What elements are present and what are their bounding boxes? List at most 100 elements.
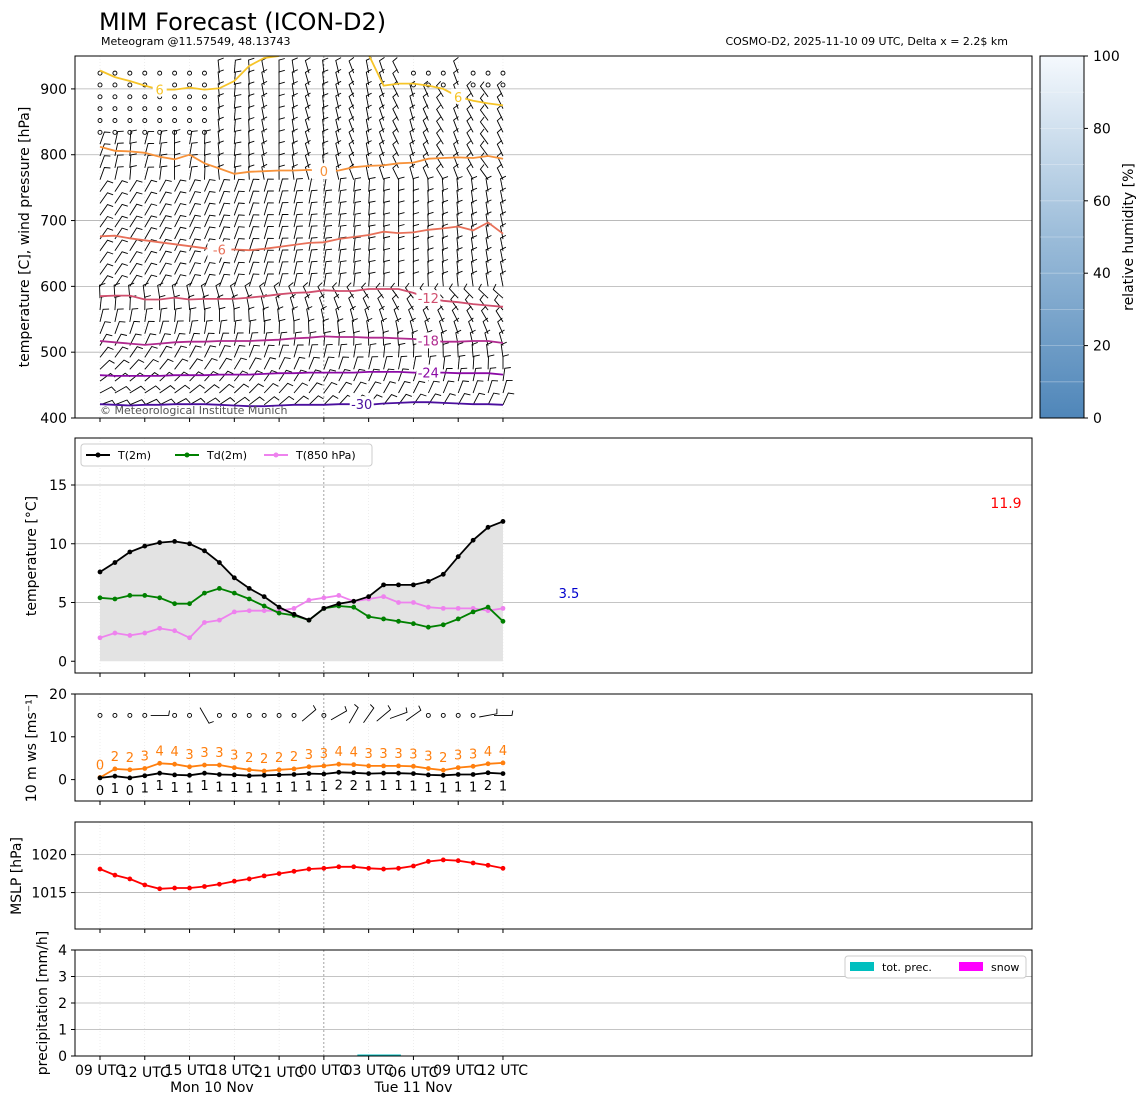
mean-wind-value-label: 1 xyxy=(275,781,283,796)
t850-point xyxy=(187,635,192,641)
wind-barb-calm xyxy=(216,712,222,718)
t2m-point xyxy=(336,601,342,607)
gust-point xyxy=(411,763,416,769)
wind-barb xyxy=(99,215,114,228)
colorbar-tick-label: 0 xyxy=(1093,411,1102,427)
wind-barb xyxy=(383,200,391,216)
gust-value-label: 4 xyxy=(499,744,507,759)
wind-barb xyxy=(470,270,478,287)
wind-barb xyxy=(353,272,362,287)
mslp-ytick-label: 1015 xyxy=(31,886,67,902)
wind-barb xyxy=(129,346,144,358)
wind-barb xyxy=(422,116,429,133)
x-tick-label: 09 UTC xyxy=(75,1063,125,1079)
wind-barb xyxy=(233,261,245,275)
wind-barb xyxy=(114,295,122,311)
t2m-point xyxy=(455,554,461,560)
mslp-point xyxy=(231,878,237,884)
mslp-line xyxy=(99,858,504,890)
mslp-point xyxy=(411,863,416,869)
wind-barb xyxy=(278,58,285,74)
wind-barb xyxy=(248,226,260,240)
mean-wind-point xyxy=(366,771,372,777)
wind-barb xyxy=(308,213,318,228)
wind-barb xyxy=(293,237,303,251)
mean-wind-value-label: 1 xyxy=(230,781,238,796)
mslp-point xyxy=(470,860,476,866)
wind-barb xyxy=(233,153,242,168)
wind-barb xyxy=(335,92,342,109)
wind-barb-calm xyxy=(500,70,506,76)
wind-barb xyxy=(144,166,155,180)
wind-barb xyxy=(466,163,474,180)
wind-barb xyxy=(217,93,224,109)
wind-barb xyxy=(233,319,242,334)
gust-point xyxy=(276,767,282,773)
wind-barb xyxy=(499,211,507,228)
wind-barb xyxy=(217,69,224,86)
wind-barb xyxy=(278,249,289,263)
wind-barb xyxy=(233,306,240,322)
x-tick-label: 00 UTC xyxy=(299,1063,349,1079)
wind-barb-calm xyxy=(500,82,506,88)
wind-barb xyxy=(278,395,295,406)
wind-barb xyxy=(248,190,260,204)
wind-barb xyxy=(293,369,307,382)
gust-value-label: 3 xyxy=(200,746,208,761)
wind-barb xyxy=(200,282,207,299)
t2m-point xyxy=(425,578,431,584)
wind-barb xyxy=(248,332,259,346)
wind-barb xyxy=(368,212,376,228)
wind-barb xyxy=(99,386,116,394)
wind-barb xyxy=(436,104,444,121)
wind-barb xyxy=(144,345,158,358)
wind-barb xyxy=(304,116,311,133)
td2m-point xyxy=(172,601,178,607)
gust-value-label: 3 xyxy=(230,749,238,764)
mean-wind-value-label: 1 xyxy=(215,780,223,795)
wind-barb xyxy=(189,397,206,406)
wind-barb xyxy=(159,398,176,406)
date-label: Mon 10 Nov xyxy=(170,1080,254,1096)
wind-barb xyxy=(383,212,391,228)
t2m-point xyxy=(306,617,312,623)
wind-barb-calm xyxy=(112,106,118,112)
wind-barb xyxy=(304,104,311,121)
wind-barb xyxy=(502,392,515,405)
wind-barb xyxy=(380,317,387,334)
gust-value-label: 2 xyxy=(439,751,447,766)
gust-value-label: 3 xyxy=(365,747,373,762)
wind-barb xyxy=(204,357,218,370)
wind-barb-calm xyxy=(127,129,133,135)
wind-barb xyxy=(392,128,399,145)
wind-barb xyxy=(114,130,124,145)
wind-barb xyxy=(278,382,294,394)
wind-barb-calm xyxy=(202,94,207,100)
wind-barb xyxy=(323,213,333,228)
t850-point xyxy=(231,609,237,615)
t2m-point xyxy=(440,571,446,577)
wind-barb xyxy=(129,165,137,180)
wind-barb xyxy=(159,191,172,204)
t850-point xyxy=(202,620,207,625)
mslp-point xyxy=(261,873,267,879)
gust-value-label: 2 xyxy=(111,750,119,765)
wind-barb-calm xyxy=(440,712,446,718)
wind-barb-calm xyxy=(112,129,118,135)
wind-barb xyxy=(457,354,466,370)
mean-wind-value-label: 1 xyxy=(245,782,253,797)
wind-barb xyxy=(441,199,449,216)
wind-barb xyxy=(293,225,303,240)
gust-point xyxy=(231,765,237,771)
temperature-ytick-label: 0 xyxy=(58,654,67,670)
wind-barb xyxy=(249,396,265,406)
wind-barb xyxy=(323,272,333,287)
wind-barb xyxy=(335,152,342,169)
wind-barb xyxy=(114,142,124,157)
wind-barb xyxy=(436,128,444,145)
t850-point xyxy=(261,608,267,614)
wind-barb-calm xyxy=(97,106,103,112)
wind-barb xyxy=(308,260,318,275)
wind-barb xyxy=(159,179,172,192)
wind-barb xyxy=(293,261,303,275)
